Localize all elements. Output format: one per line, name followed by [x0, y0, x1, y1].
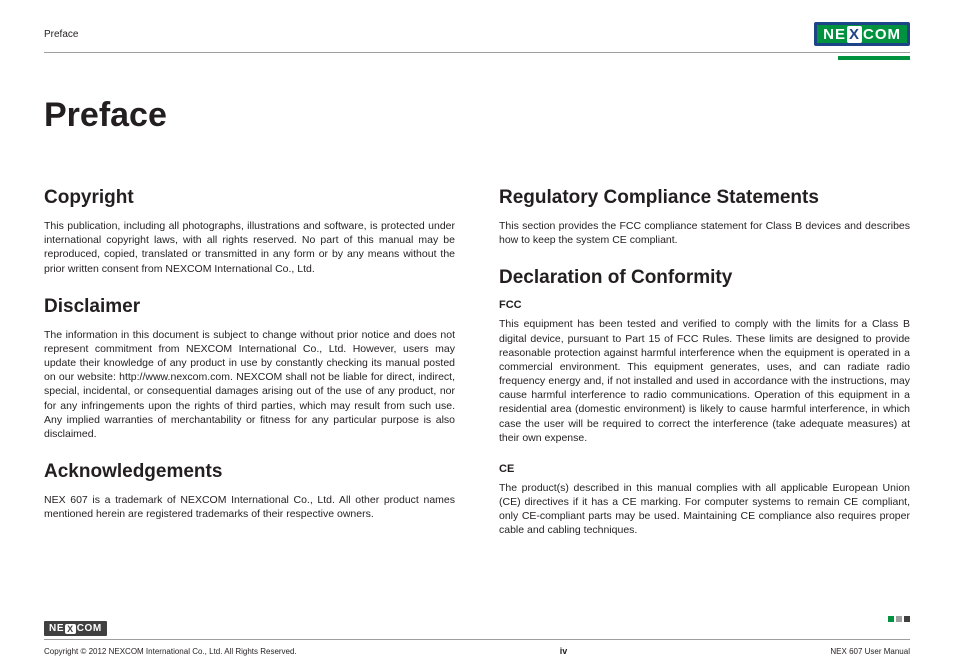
- section-declaration: Declaration of Conformity FCC This equip…: [499, 267, 910, 537]
- heading-declaration: Declaration of Conformity: [499, 267, 910, 289]
- body-ce: The product(s) described in this manual …: [499, 481, 910, 538]
- heading-disclaimer: Disclaimer: [44, 296, 455, 318]
- brand-logo-text: NEXCOM: [823, 26, 901, 43]
- logo-part-com: COM: [863, 26, 901, 43]
- body-copyright: This publication, including all photogra…: [44, 219, 455, 276]
- section-disclaimer: Disclaimer The information in this docum…: [44, 296, 455, 441]
- footer-copyright: Copyright © 2012 NEXCOM International Co…: [44, 647, 297, 656]
- footer-decoration-icon: [888, 616, 910, 622]
- right-column: Regulatory Compliance Statements This se…: [499, 187, 910, 558]
- body-fcc: This equipment has been tested and verif…: [499, 317, 910, 445]
- page-footer: NEXCOM Copyright © 2012 NEXCOM Internati…: [44, 618, 910, 656]
- content-columns: Copyright This publication, including al…: [44, 187, 910, 558]
- header-rule: [44, 52, 910, 60]
- brand-logo: NEXCOM: [814, 22, 910, 46]
- heading-acknowledgements: Acknowledgements: [44, 461, 455, 483]
- footer-logo-com: COM: [77, 623, 102, 634]
- footer-doc-label: NEX 607 User Manual: [830, 647, 910, 656]
- body-acknowledgements: NEX 607 is a trademark of NEXCOM Interna…: [44, 493, 455, 521]
- header-section-label: Preface: [44, 29, 78, 40]
- body-regulatory: This section provides the FCC compliance…: [499, 219, 910, 247]
- footer-rule: [44, 639, 910, 640]
- subheading-fcc: FCC: [499, 299, 910, 311]
- footer-text-row: Copyright © 2012 NEXCOM International Co…: [44, 646, 910, 656]
- heading-regulatory: Regulatory Compliance Statements: [499, 187, 910, 209]
- section-acknowledgements: Acknowledgements NEX 607 is a trademark …: [44, 461, 455, 521]
- logo-part-x: X: [847, 26, 862, 43]
- page-header: Preface NEXCOM: [44, 20, 910, 48]
- page-title: Preface: [44, 96, 910, 135]
- footer-page-number: iv: [560, 646, 568, 656]
- section-copyright: Copyright This publication, including al…: [44, 187, 455, 276]
- heading-copyright: Copyright: [44, 187, 455, 209]
- header-rule-thin: [44, 52, 910, 53]
- section-regulatory: Regulatory Compliance Statements This se…: [499, 187, 910, 247]
- logo-part-ne: NE: [823, 26, 846, 43]
- footer-logo: NEXCOM: [44, 621, 107, 636]
- footer-logo-ne: NE: [49, 623, 64, 634]
- footer-logo-text: NEXCOM: [49, 623, 102, 634]
- header-rule-thick: [838, 56, 910, 60]
- body-disclaimer: The information in this document is subj…: [44, 328, 455, 441]
- subheading-ce: CE: [499, 463, 910, 475]
- left-column: Copyright This publication, including al…: [44, 187, 455, 558]
- footer-logo-x: X: [65, 624, 76, 634]
